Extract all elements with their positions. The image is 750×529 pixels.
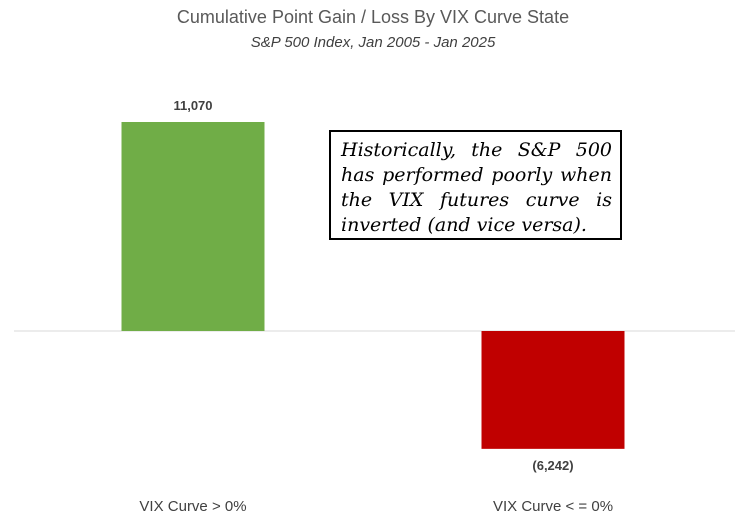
bar-2 (481, 331, 625, 449)
chart-subtitle: S&P 500 Index, Jan 2005 - Jan 2025 (251, 34, 496, 51)
annotation-box: Historically, the S&P 500 has performed … (329, 130, 622, 240)
data-label-2: (6,242) (532, 458, 573, 473)
data-label-1: 11,070 (173, 98, 212, 113)
category-label-2: VIX Curve < = 0% (493, 498, 613, 515)
chart-title: Cumulative Point Gain / Loss By VIX Curv… (177, 7, 569, 27)
bar-1 (121, 122, 265, 331)
category-label-1: VIX Curve > 0% (139, 498, 246, 515)
